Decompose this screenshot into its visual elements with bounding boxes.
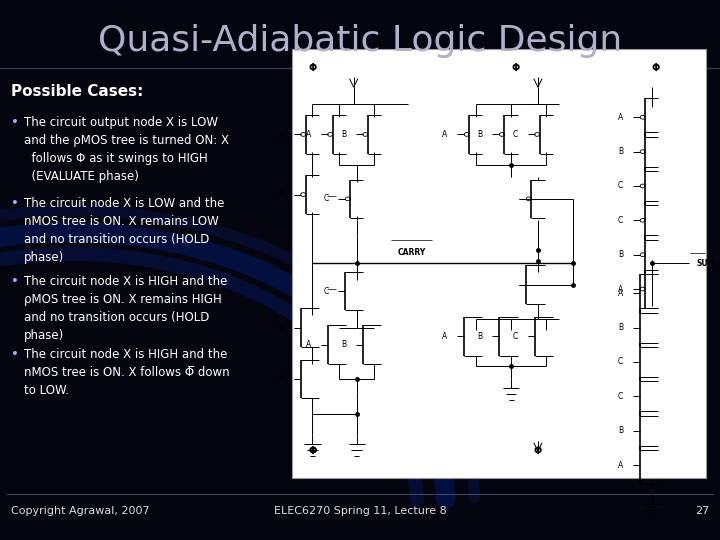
Text: •: •: [11, 275, 19, 288]
Text: C: C: [323, 287, 328, 296]
Text: A: A: [618, 289, 624, 298]
Text: C: C: [513, 130, 518, 139]
Text: Possible Cases:: Possible Cases:: [11, 84, 143, 99]
Text: A: A: [279, 375, 284, 383]
Text: A: A: [618, 461, 624, 469]
Text: C: C: [618, 357, 624, 367]
Text: •: •: [11, 197, 19, 210]
Text: C: C: [323, 194, 328, 204]
Text: nMOS tree is ON. X remains LOW: nMOS tree is ON. X remains LOW: [24, 215, 218, 228]
Text: nMOS tree is ON. X follows Φ̅ down: nMOS tree is ON. X follows Φ̅ down: [24, 366, 230, 379]
Text: ρMOS tree is ON. X remains HIGH: ρMOS tree is ON. X remains HIGH: [24, 293, 222, 306]
Text: B: B: [618, 323, 624, 332]
Text: phase): phase): [24, 251, 64, 264]
Text: and no transition occurs (HOLD: and no transition occurs (HOLD: [24, 311, 209, 324]
Text: CARRY: CARRY: [397, 248, 426, 257]
Text: SUM: SUM: [696, 259, 716, 268]
Text: B: B: [618, 250, 624, 259]
Text: Φ: Φ: [308, 446, 316, 456]
Text: and no transition occurs (HOLD: and no transition occurs (HOLD: [24, 233, 209, 246]
Text: The circuit output node X is LOW: The circuit output node X is LOW: [24, 116, 217, 129]
Text: 27: 27: [695, 507, 709, 516]
Text: Φ: Φ: [308, 63, 316, 73]
Text: Φ: Φ: [652, 63, 660, 73]
Text: (EVALUATE phase): (EVALUATE phase): [24, 170, 139, 183]
Text: ELEC6270 Spring 11, Lecture 8: ELEC6270 Spring 11, Lecture 8: [274, 507, 446, 516]
Text: Quasi-Adiabatic Logic Design: Quasi-Adiabatic Logic Design: [98, 24, 622, 57]
Text: The circuit node X is HIGH and the: The circuit node X is HIGH and the: [24, 275, 227, 288]
Text: B: B: [341, 130, 346, 139]
Text: B: B: [279, 323, 284, 332]
Text: A: A: [618, 113, 624, 122]
Text: B: B: [477, 130, 482, 139]
Bar: [292, 49, 706, 478]
Text: •: •: [11, 348, 19, 361]
Text: phase): phase): [24, 329, 64, 342]
Text: B: B: [618, 147, 624, 156]
Text: C: C: [618, 216, 624, 225]
Text: B: B: [279, 190, 284, 199]
Text: Copyright Agrawal, 2007: Copyright Agrawal, 2007: [11, 507, 150, 516]
Text: The circuit node X is HIGH and the: The circuit node X is HIGH and the: [24, 348, 227, 361]
Text: follows Φ as it swings to HIGH: follows Φ as it swings to HIGH: [24, 152, 207, 165]
Text: to LOW.: to LOW.: [24, 384, 69, 397]
Text: and the ρMOS tree is turned ON: X: and the ρMOS tree is turned ON: X: [24, 134, 229, 147]
Text: The circuit node X is LOW and the: The circuit node X is LOW and the: [24, 197, 224, 210]
Text: C: C: [513, 332, 518, 341]
Text: Φ: Φ: [511, 63, 519, 73]
Text: B: B: [341, 340, 346, 349]
Text: A: A: [618, 285, 624, 294]
Text: A: A: [305, 340, 311, 349]
Text: B: B: [618, 426, 624, 435]
Text: A: A: [305, 130, 311, 139]
Text: C: C: [618, 181, 624, 191]
Text: Φ: Φ: [534, 446, 542, 456]
Text: •: •: [11, 116, 19, 129]
Text: Φ: Φ: [308, 446, 316, 456]
Text: C: C: [618, 392, 624, 401]
Text: B: B: [477, 332, 482, 341]
Text: A: A: [279, 130, 284, 139]
Text: A: A: [442, 130, 447, 139]
Text: A: A: [442, 332, 447, 341]
